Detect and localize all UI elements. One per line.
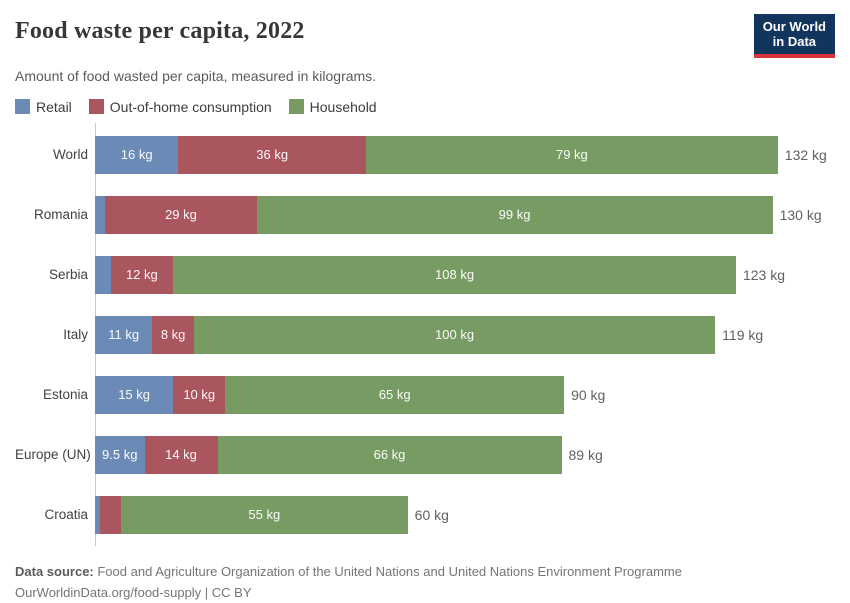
chart-subtitle: Amount of food wasted per capita, measur… xyxy=(15,67,377,84)
bar-segment-retail[interactable]: 15 kg xyxy=(95,375,174,414)
legend-item-out-of-home-consumption[interactable]: Out-of-home consumption xyxy=(88,98,272,115)
owid-logo[interactable]: Our World in Data xyxy=(753,14,835,58)
legend-item-label: Retail xyxy=(36,98,72,115)
bar-stack: 16 kg 36 kg 79 kg xyxy=(95,135,778,174)
bar-segment-retail[interactable] xyxy=(95,495,101,534)
data-source-text: Food and Agriculture Organization of the… xyxy=(93,563,682,579)
bar-stack: 15 kg 10 kg 65 kg xyxy=(95,375,565,414)
bar-segment-household[interactable]: 99 kg xyxy=(256,195,773,234)
chart-footer: Data source: Food and Agriculture Organi… xyxy=(15,561,835,603)
data-source-label: Data source: xyxy=(15,563,94,579)
bar-segment-household[interactable]: 66 kg xyxy=(217,435,562,474)
total-value-label: 130 kg xyxy=(779,206,822,223)
chart-row-romania: Romania 29 kg 99 kg 130 kg xyxy=(15,195,835,234)
legend-swatch-icon xyxy=(88,99,104,115)
total-value-label: 89 kg xyxy=(568,446,603,463)
total-value-label: 60 kg xyxy=(414,506,449,523)
total-value-label: 132 kg xyxy=(784,146,827,163)
total-value-label: 119 kg xyxy=(722,326,764,343)
entity-label: Italy xyxy=(63,327,88,343)
legend-swatch-icon xyxy=(288,99,304,115)
bar-segment-retail[interactable] xyxy=(95,255,111,294)
bar-segment-out-of-home-consumption[interactable]: 29 kg xyxy=(105,195,257,234)
bar-segment-retail[interactable]: 9.5 kg xyxy=(95,435,145,474)
bar-stack: 29 kg 99 kg xyxy=(95,195,773,234)
bar-segment-retail[interactable]: 11 kg xyxy=(95,315,153,354)
chart-row-croatia: Croatia 55 kg 60 kg xyxy=(15,495,835,534)
bar-segment-household[interactable]: 108 kg xyxy=(173,255,736,294)
legend-item-retail[interactable]: Retail xyxy=(15,99,72,115)
total-value-label: 123 kg xyxy=(742,266,786,283)
bar-stack: 12 kg 108 kg xyxy=(95,255,736,294)
bar-stack: 55 kg xyxy=(95,495,408,534)
entity-label: Europe (UN) xyxy=(15,447,91,463)
bar-segment-out-of-home-consumption[interactable]: 10 kg xyxy=(173,375,226,414)
bar-stack: 11 kg 8 kg 100 kg xyxy=(95,315,716,354)
bar-segment-retail[interactable]: 16 kg xyxy=(95,135,179,174)
bar-segment-household[interactable]: 79 kg xyxy=(365,135,778,174)
entity-label: Serbia xyxy=(48,267,88,283)
total-value-label: 90 kg xyxy=(571,386,606,403)
chart-row-europe-un: Europe (UN) 9.5 kg 14 kg 66 kg 89 kg xyxy=(15,435,835,474)
bar-segment-out-of-home-consumption[interactable]: 14 kg xyxy=(144,435,218,474)
chart-row-italy: Italy 11 kg 8 kg 100 kg 119 kg xyxy=(15,315,835,354)
chart-header: Food waste per capita, 2022 Our World in… xyxy=(15,14,835,58)
bar-segment-out-of-home-consumption[interactable] xyxy=(100,495,121,534)
data-source-line: Data source: Food and Agriculture Organi… xyxy=(15,561,835,582)
bar-segment-household[interactable]: 100 kg xyxy=(193,315,716,354)
bar-segment-household[interactable]: 65 kg xyxy=(225,375,565,414)
entity-label: Estonia xyxy=(42,387,88,403)
entity-label: Croatia xyxy=(44,507,88,523)
bar-segment-out-of-home-consumption[interactable]: 36 kg xyxy=(178,135,366,174)
chart-row-estonia: Estonia 15 kg 10 kg 65 kg 90 kg xyxy=(15,375,835,414)
legend: Retail Out-of-home consumption Household xyxy=(15,99,835,115)
legend-item-household[interactable]: Household xyxy=(288,98,377,115)
footer-link[interactable]: OurWorldinData.org/food-supply | CC BY xyxy=(15,584,252,600)
owid-logo-line1: Our World xyxy=(762,19,826,34)
bar-stack: 9.5 kg 14 kg 66 kg xyxy=(95,435,562,474)
legend-item-label: Out-of-home consumption xyxy=(109,98,272,115)
legend-swatch-icon xyxy=(15,99,30,115)
bar-segment-out-of-home-consumption[interactable]: 8 kg xyxy=(152,315,194,354)
owid-logo-line2: in Data xyxy=(772,34,817,50)
chart-row-world: World 16 kg 36 kg 79 kg 132 kg xyxy=(15,135,835,174)
entity-label: Romania xyxy=(33,207,88,223)
bar-segment-out-of-home-consumption[interactable]: 12 kg xyxy=(110,255,174,294)
bar-segment-household[interactable]: 55 kg xyxy=(120,495,408,534)
bar-segment-retail[interactable] xyxy=(95,195,106,234)
page-title: Food waste per capita, 2022 xyxy=(15,18,305,44)
entity-label: World xyxy=(52,147,88,163)
chart-row-serbia: Serbia 12 kg 108 kg 123 kg xyxy=(15,255,835,294)
plot-area: World 16 kg 36 kg 79 kg 132 kg Romania 29 kg 99… xyxy=(15,122,835,546)
legend-item-label: Household xyxy=(309,98,377,115)
